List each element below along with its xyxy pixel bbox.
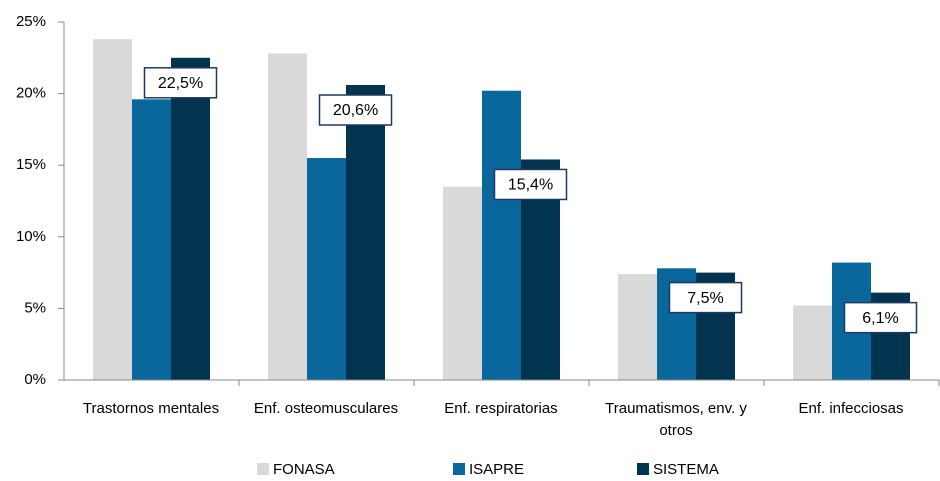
bar — [346, 85, 385, 381]
y-tick-label: 10% — [16, 228, 46, 245]
value-label-box — [318, 94, 393, 126]
value-label: 20,6% — [333, 102, 378, 119]
y-tick-label: 15% — [16, 156, 46, 173]
bar — [171, 57, 210, 381]
bar — [618, 274, 657, 380]
bar — [307, 158, 346, 380]
legend-swatch — [257, 463, 269, 475]
x-tick-label: Enf. respiratorias — [444, 400, 558, 417]
value-label-box — [493, 168, 568, 201]
bar — [93, 39, 132, 381]
legend-label: ISAPRE — [469, 461, 524, 478]
value-label: 22,5% — [158, 75, 203, 92]
y-tick-label: 0% — [24, 371, 46, 388]
y-tick-label: 25% — [16, 13, 46, 30]
bar — [482, 90, 521, 381]
bar — [443, 186, 482, 380]
value-label: 7,5% — [687, 290, 723, 307]
legend-label: SISTEMA — [653, 461, 719, 478]
y-tick-label: 20% — [16, 85, 46, 102]
value-label-box — [668, 281, 743, 314]
x-tick-label: Enf. infecciosas — [798, 400, 904, 417]
x-tick-label: Trastornos mentales — [82, 400, 220, 417]
y-tick-label: 5% — [24, 299, 46, 316]
x-tick-label: Enf. osteomusculares — [253, 400, 399, 417]
bar — [268, 53, 307, 381]
x-tick-label: Traumatismos, env. y otros — [605, 400, 747, 439]
legend-swatch — [453, 463, 465, 475]
value-label-box — [843, 301, 918, 334]
bar — [132, 99, 171, 380]
legend-swatch — [637, 463, 649, 475]
value-label-box — [143, 67, 218, 99]
value-label: 6,1% — [862, 310, 898, 327]
value-label: 15,4% — [508, 177, 553, 194]
legend-label: FONASA — [273, 461, 335, 478]
bar — [793, 305, 832, 380]
